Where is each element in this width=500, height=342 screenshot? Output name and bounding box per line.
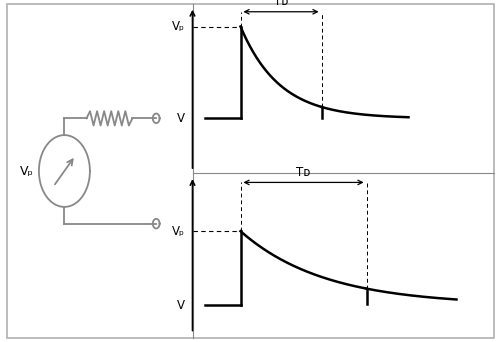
Text: Vₚ: Vₚ (20, 165, 34, 177)
Text: Tᴅ: Tᴅ (274, 0, 288, 9)
Text: V: V (177, 112, 185, 125)
Text: Vₚ: Vₚ (172, 20, 185, 33)
Text: Vₚ: Vₚ (172, 225, 185, 238)
Text: V: V (177, 299, 185, 312)
Text: Tᴅ: Tᴅ (296, 166, 310, 179)
